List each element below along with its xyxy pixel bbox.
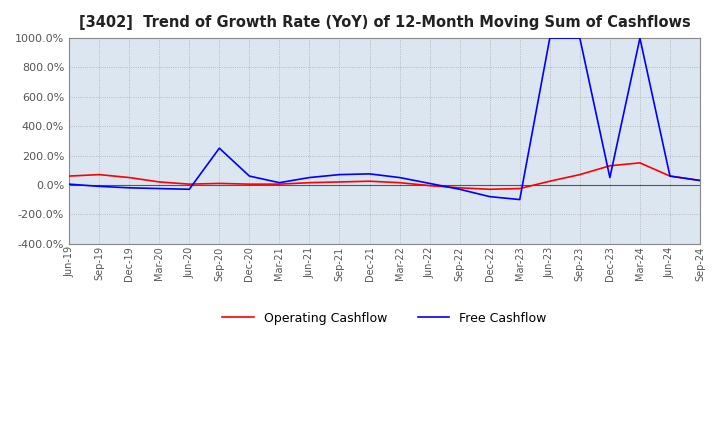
Operating Cashflow bbox=[606, 163, 614, 169]
Operating Cashflow bbox=[305, 180, 314, 185]
Operating Cashflow bbox=[696, 178, 704, 183]
Operating Cashflow bbox=[125, 175, 133, 180]
Operating Cashflow bbox=[575, 172, 584, 177]
Operating Cashflow bbox=[215, 181, 224, 186]
Free Cashflow bbox=[485, 194, 494, 199]
Operating Cashflow bbox=[516, 186, 524, 191]
Operating Cashflow bbox=[395, 180, 404, 185]
Free Cashflow bbox=[395, 175, 404, 180]
Free Cashflow bbox=[275, 180, 284, 185]
Free Cashflow bbox=[336, 172, 344, 177]
Free Cashflow bbox=[636, 36, 644, 41]
Operating Cashflow bbox=[546, 179, 554, 184]
Operating Cashflow bbox=[636, 160, 644, 165]
Operating Cashflow bbox=[426, 183, 434, 188]
Free Cashflow bbox=[95, 184, 104, 189]
Free Cashflow bbox=[65, 182, 73, 187]
Free Cashflow bbox=[516, 197, 524, 202]
Operating Cashflow bbox=[275, 182, 284, 187]
Free Cashflow bbox=[305, 175, 314, 180]
Operating Cashflow bbox=[336, 180, 344, 185]
Line: Free Cashflow: Free Cashflow bbox=[69, 38, 700, 200]
Free Cashflow bbox=[365, 171, 374, 176]
Free Cashflow bbox=[696, 178, 704, 183]
Line: Operating Cashflow: Operating Cashflow bbox=[69, 163, 700, 189]
Operating Cashflow bbox=[485, 187, 494, 192]
Free Cashflow bbox=[546, 36, 554, 41]
Free Cashflow bbox=[215, 146, 224, 151]
Operating Cashflow bbox=[665, 173, 674, 179]
Operating Cashflow bbox=[95, 172, 104, 177]
Operating Cashflow bbox=[65, 173, 73, 179]
Free Cashflow bbox=[125, 185, 133, 191]
Free Cashflow bbox=[575, 36, 584, 41]
Free Cashflow bbox=[426, 181, 434, 186]
Operating Cashflow bbox=[365, 179, 374, 184]
Free Cashflow bbox=[606, 175, 614, 180]
Operating Cashflow bbox=[185, 182, 194, 187]
Title: [3402]  Trend of Growth Rate (YoY) of 12-Month Moving Sum of Cashflows: [3402] Trend of Growth Rate (YoY) of 12-… bbox=[78, 15, 690, 30]
Legend: Operating Cashflow, Free Cashflow: Operating Cashflow, Free Cashflow bbox=[217, 307, 552, 330]
Operating Cashflow bbox=[155, 180, 163, 185]
Free Cashflow bbox=[155, 186, 163, 191]
Operating Cashflow bbox=[245, 182, 253, 187]
Free Cashflow bbox=[455, 187, 464, 192]
Free Cashflow bbox=[665, 173, 674, 179]
Operating Cashflow bbox=[455, 185, 464, 191]
Free Cashflow bbox=[185, 187, 194, 192]
Free Cashflow bbox=[245, 173, 253, 179]
